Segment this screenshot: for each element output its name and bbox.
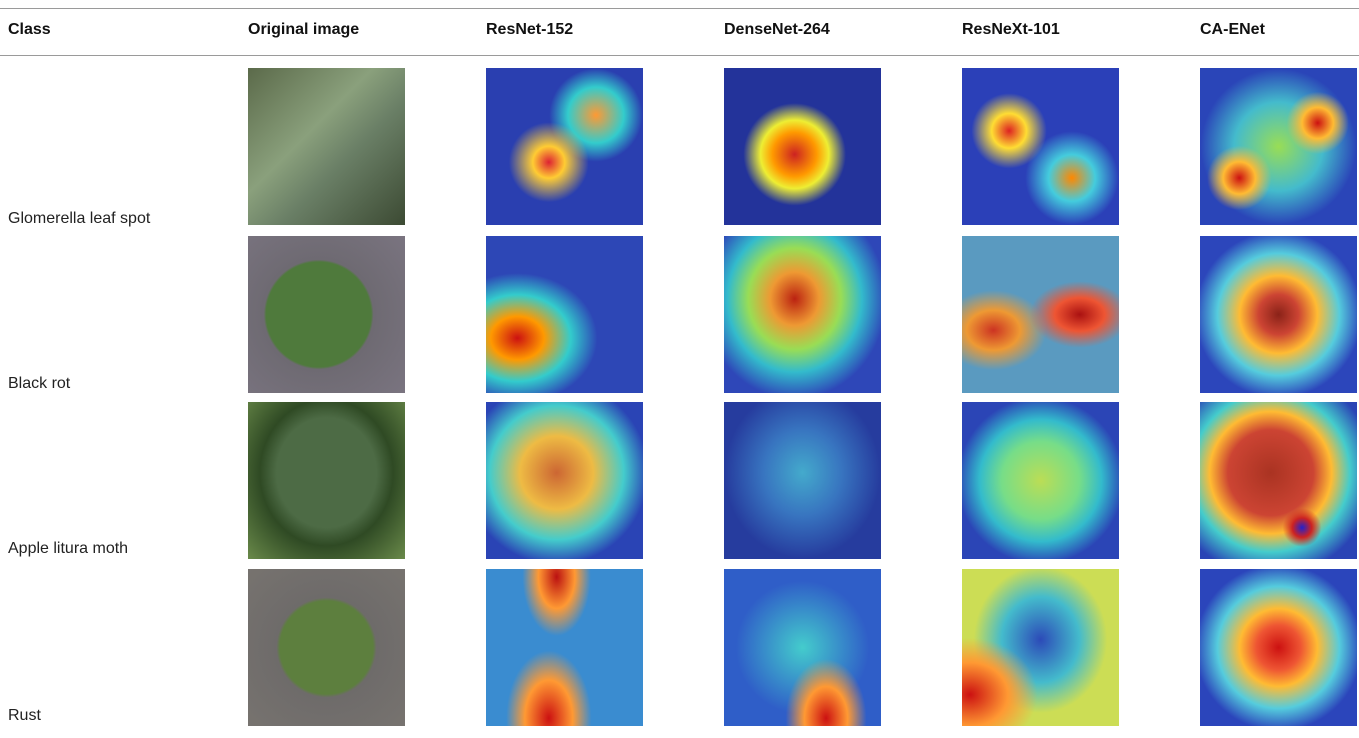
class-label: Glomerella leaf spot	[8, 210, 150, 228]
column-header: ResNeXt-101	[962, 21, 1060, 39]
original-image	[248, 68, 405, 225]
column-header: CA-ENet	[1200, 21, 1265, 39]
heatmap-image	[486, 236, 643, 393]
heatmap-image	[1200, 569, 1357, 726]
heatmap-image	[724, 402, 881, 559]
column-header: Original image	[248, 21, 359, 39]
heatmap-image	[962, 236, 1119, 393]
original-image	[248, 236, 405, 393]
heatmap-image	[486, 68, 643, 225]
class-label: Rust	[8, 707, 41, 725]
column-header: DenseNet-264	[724, 21, 830, 39]
heatmap-image	[1200, 402, 1357, 559]
heatmap-image	[486, 402, 643, 559]
heatmap-image	[962, 569, 1119, 726]
original-image	[248, 569, 405, 726]
heatmap-image	[724, 569, 881, 726]
top-rule	[0, 8, 1359, 9]
heatmap-image	[962, 402, 1119, 559]
heatmap-image	[1200, 68, 1357, 225]
heatmap-image	[724, 68, 881, 225]
figure-table: Class Original image ResNet-152 DenseNet-26…	[0, 0, 1359, 738]
header-rule	[0, 55, 1359, 56]
heatmap-image	[486, 569, 643, 726]
heatmap-image	[962, 68, 1119, 225]
column-header: Class	[8, 21, 51, 39]
column-header: ResNet-152	[486, 21, 573, 39]
original-image	[248, 402, 405, 559]
class-label: Black rot	[8, 375, 70, 393]
class-label: Apple litura moth	[8, 540, 128, 558]
heatmap-image	[724, 236, 881, 393]
heatmap-image	[1200, 236, 1357, 393]
